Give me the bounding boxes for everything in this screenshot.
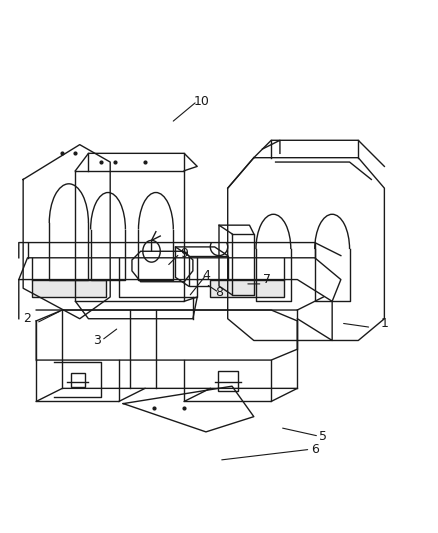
Text: 6: 6 xyxy=(311,443,319,456)
Polygon shape xyxy=(32,279,106,297)
Text: 1: 1 xyxy=(381,317,389,329)
Text: 3: 3 xyxy=(93,334,101,347)
Text: 8: 8 xyxy=(215,286,223,299)
Text: 10: 10 xyxy=(194,95,209,108)
Polygon shape xyxy=(210,279,284,297)
Text: 4: 4 xyxy=(202,269,210,282)
Text: 7: 7 xyxy=(263,273,271,286)
Text: 9: 9 xyxy=(180,247,188,260)
Text: 2: 2 xyxy=(24,312,32,325)
Text: 5: 5 xyxy=(319,430,328,443)
